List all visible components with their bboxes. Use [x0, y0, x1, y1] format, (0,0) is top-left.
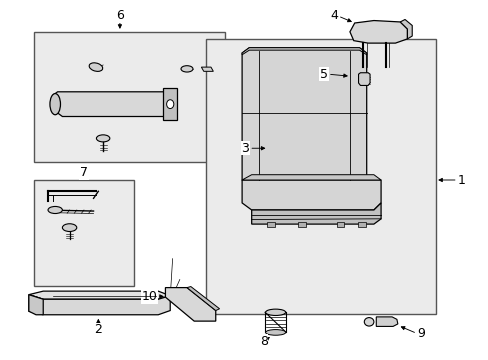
Ellipse shape: [181, 66, 193, 72]
Polygon shape: [242, 48, 366, 55]
Polygon shape: [399, 19, 411, 39]
Text: 2: 2: [94, 323, 102, 337]
Text: 8: 8: [259, 335, 267, 348]
Bar: [206, 39, 435, 314]
Polygon shape: [201, 67, 213, 71]
Text: 1: 1: [457, 174, 465, 186]
Bar: [336, 222, 344, 226]
Polygon shape: [358, 73, 369, 85]
Polygon shape: [376, 317, 397, 327]
Ellipse shape: [265, 309, 285, 315]
Polygon shape: [242, 180, 380, 210]
Text: 10: 10: [141, 290, 157, 303]
Text: 6: 6: [116, 9, 123, 22]
Polygon shape: [186, 287, 219, 311]
Bar: [34, 32, 225, 162]
Bar: [266, 222, 274, 226]
Text: 4: 4: [329, 9, 337, 22]
Polygon shape: [349, 21, 407, 43]
Polygon shape: [242, 175, 380, 180]
Polygon shape: [53, 92, 172, 117]
Polygon shape: [163, 88, 177, 120]
Text: 3: 3: [241, 142, 249, 155]
Ellipse shape: [50, 94, 61, 115]
Polygon shape: [29, 294, 170, 315]
Text: 5: 5: [319, 68, 327, 81]
Bar: [298, 222, 305, 226]
Polygon shape: [29, 294, 43, 315]
Ellipse shape: [166, 100, 173, 109]
Ellipse shape: [265, 330, 285, 335]
Bar: [357, 222, 365, 226]
Polygon shape: [29, 291, 170, 299]
Bar: [34, 180, 134, 286]
Ellipse shape: [96, 135, 110, 142]
Text: 7: 7: [80, 166, 88, 179]
Polygon shape: [242, 48, 366, 187]
Polygon shape: [165, 288, 215, 321]
Polygon shape: [251, 203, 380, 224]
Ellipse shape: [89, 63, 102, 71]
Ellipse shape: [364, 318, 373, 326]
Ellipse shape: [48, 207, 62, 213]
Text: 9: 9: [416, 327, 424, 340]
Ellipse shape: [62, 224, 77, 231]
